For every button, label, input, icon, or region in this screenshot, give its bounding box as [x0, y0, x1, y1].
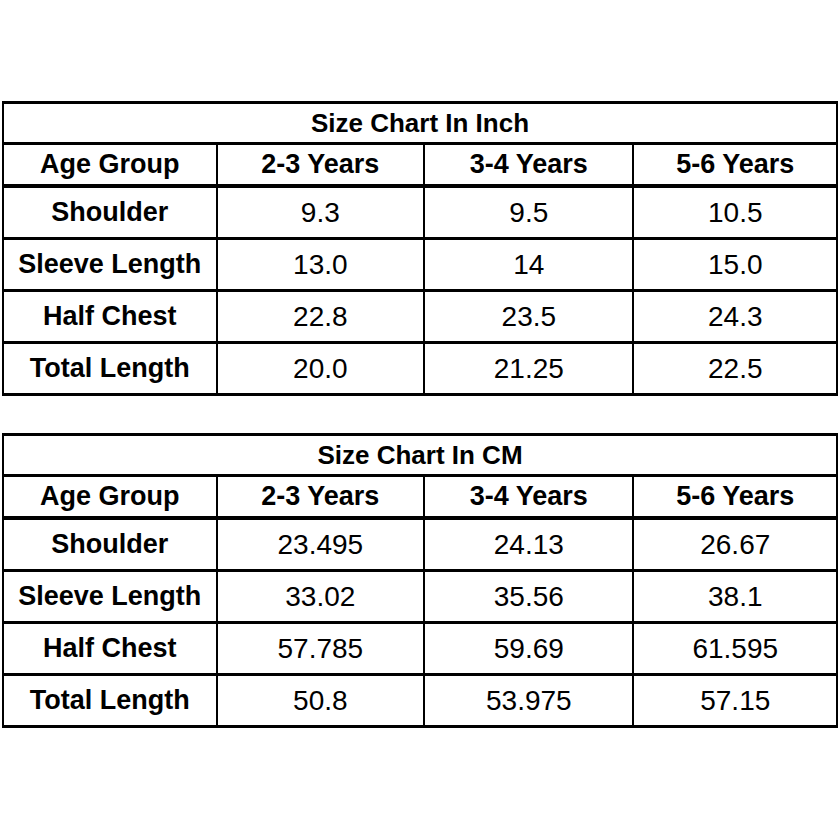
value-cell: 33.02: [217, 571, 425, 623]
row-label: Sleeve Length: [3, 571, 217, 623]
column-header-3-4-years: 3-4 Years: [424, 476, 633, 519]
table-row-total-length: Total Length 50.8 53.975 57.15: [3, 675, 837, 727]
table-title: Size Chart In CM: [3, 435, 837, 476]
row-label: Shoulder: [3, 186, 217, 239]
column-header-5-6-years: 5-6 Years: [633, 144, 837, 187]
column-header-2-3-years: 2-3 Years: [217, 144, 425, 187]
value-cell: 53.975: [424, 675, 633, 727]
table-inch-title-row: Size Chart In Inch: [3, 103, 837, 144]
row-label: Total Length: [3, 343, 217, 395]
size-table-cm: Size Chart In CM Age Group 2-3 Years 3-4…: [2, 433, 838, 728]
value-cell: 10.5: [633, 186, 837, 239]
value-cell: 57.15: [633, 675, 837, 727]
value-cell: 26.67: [633, 518, 837, 571]
value-cell: 61.595: [633, 623, 837, 675]
column-header-2-3-years: 2-3 Years: [217, 476, 425, 519]
table-row-sleeve-length: Sleeve Length 33.02 35.56 38.1: [3, 571, 837, 623]
row-label: Half Chest: [3, 623, 217, 675]
value-cell: 22.8: [217, 291, 425, 343]
row-label: Total Length: [3, 675, 217, 727]
value-cell: 22.5: [633, 343, 837, 395]
table-row-half-chest: Half Chest 22.8 23.5 24.3: [3, 291, 837, 343]
column-header-age-group: Age Group: [3, 476, 217, 519]
table-row-total-length: Total Length 20.0 21.25 22.5: [3, 343, 837, 395]
column-header-age-group: Age Group: [3, 144, 217, 187]
table-row-shoulder: Shoulder 23.495 24.13 26.67: [3, 518, 837, 571]
table-title: Size Chart In Inch: [3, 103, 837, 144]
table-row-half-chest: Half Chest 57.785 59.69 61.595: [3, 623, 837, 675]
value-cell: 9.5: [424, 186, 633, 239]
value-cell: 50.8: [217, 675, 425, 727]
size-chart-page: { "colors": { "background": "#ffffff", "…: [0, 0, 840, 840]
table-row-sleeve-length: Sleeve Length 13.0 14 15.0: [3, 239, 837, 291]
row-label: Half Chest: [3, 291, 217, 343]
table-inch-header-row: Age Group 2-3 Years 3-4 Years 5-6 Years: [3, 144, 837, 187]
row-label: Sleeve Length: [3, 239, 217, 291]
value-cell: 9.3: [217, 186, 425, 239]
value-cell: 20.0: [217, 343, 425, 395]
size-table-inch: Size Chart In Inch Age Group 2-3 Years 3…: [2, 101, 838, 396]
value-cell: 35.56: [424, 571, 633, 623]
table-cm-header-row: Age Group 2-3 Years 3-4 Years 5-6 Years: [3, 476, 837, 519]
column-header-5-6-years: 5-6 Years: [633, 476, 837, 519]
table-row-shoulder: Shoulder 9.3 9.5 10.5: [3, 186, 837, 239]
value-cell: 15.0: [633, 239, 837, 291]
value-cell: 21.25: [424, 343, 633, 395]
value-cell: 13.0: [217, 239, 425, 291]
row-label: Shoulder: [3, 518, 217, 571]
value-cell: 23.495: [217, 518, 425, 571]
value-cell: 24.13: [424, 518, 633, 571]
column-header-3-4-years: 3-4 Years: [424, 144, 633, 187]
value-cell: 14: [424, 239, 633, 291]
value-cell: 23.5: [424, 291, 633, 343]
value-cell: 59.69: [424, 623, 633, 675]
value-cell: 57.785: [217, 623, 425, 675]
value-cell: 38.1: [633, 571, 837, 623]
table-cm-title-row: Size Chart In CM: [3, 435, 837, 476]
value-cell: 24.3: [633, 291, 837, 343]
